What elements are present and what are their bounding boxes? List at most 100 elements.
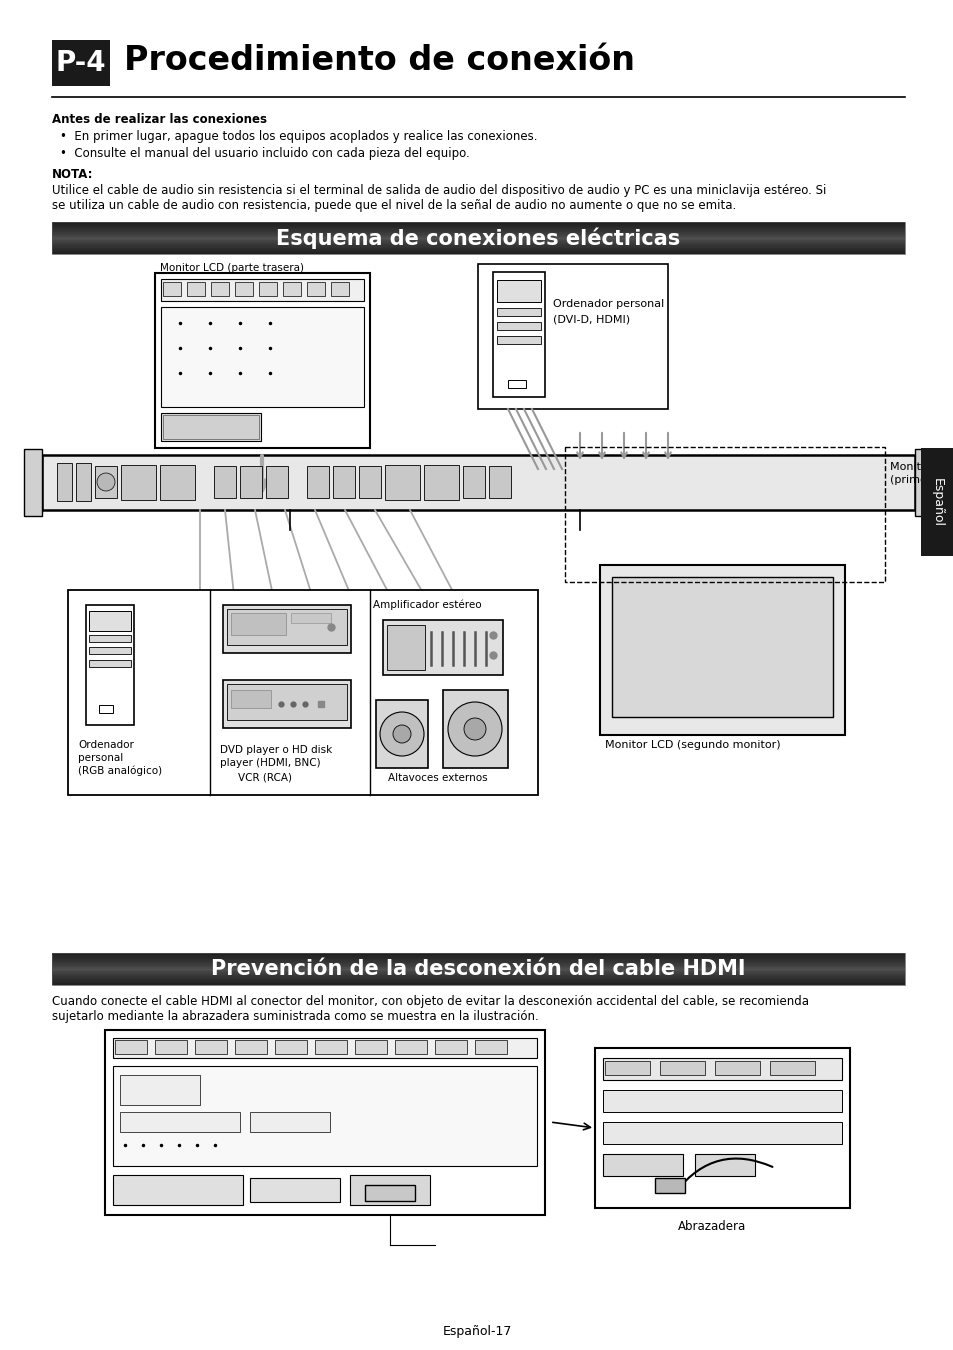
Bar <box>914 450 932 516</box>
Bar <box>160 464 194 500</box>
Bar <box>163 414 258 439</box>
Bar <box>769 1061 814 1075</box>
Bar <box>602 1154 682 1176</box>
Bar <box>76 463 91 501</box>
Bar <box>112 1174 243 1206</box>
Text: NOTA:: NOTA: <box>52 167 93 181</box>
Text: Amplificador estéreo: Amplificador estéreo <box>373 599 481 610</box>
Text: Prevención de la desconexión del cable HDMI: Prevención de la desconexión del cable H… <box>211 958 745 979</box>
Bar <box>602 1058 841 1080</box>
Bar <box>234 1040 267 1054</box>
Text: Cuando conecte el cable HDMI al conector del monitor, con objeto de evitar la de: Cuando conecte el cable HDMI al conector… <box>52 995 808 1008</box>
Bar <box>161 413 261 441</box>
Bar <box>604 1061 649 1075</box>
Bar <box>602 1089 841 1112</box>
Bar <box>89 647 131 653</box>
Bar <box>95 466 117 498</box>
Bar <box>333 466 355 498</box>
Bar <box>99 705 112 713</box>
Bar <box>387 625 424 670</box>
Bar <box>115 1040 147 1054</box>
Bar <box>154 273 370 448</box>
Bar <box>714 1061 760 1075</box>
Bar <box>395 1040 427 1054</box>
Bar <box>489 466 511 498</box>
Bar <box>599 566 844 734</box>
Text: VCR (RCA): VCR (RCA) <box>237 774 292 783</box>
Bar <box>435 1040 467 1054</box>
Bar <box>307 466 329 498</box>
Text: Español: Español <box>929 478 943 526</box>
Bar <box>154 1040 187 1054</box>
Bar <box>350 1174 430 1206</box>
Circle shape <box>463 718 485 740</box>
Bar <box>920 448 953 556</box>
Bar <box>462 466 484 498</box>
Text: •  Consulte el manual del usuario incluido con cada pieza del equipo.: • Consulte el manual del usuario incluid… <box>60 147 469 161</box>
Circle shape <box>379 711 423 756</box>
Bar <box>442 690 507 768</box>
Bar <box>595 1048 849 1208</box>
Bar <box>258 282 276 296</box>
Bar <box>57 463 71 501</box>
Circle shape <box>97 472 115 491</box>
Text: Altavoces externos: Altavoces externos <box>388 774 487 783</box>
Bar <box>105 1030 544 1215</box>
Bar <box>213 466 235 498</box>
Text: Procedimiento de conexión: Procedimiento de conexión <box>124 45 635 77</box>
Bar <box>497 323 540 329</box>
Circle shape <box>448 702 501 756</box>
Bar <box>52 40 110 86</box>
Bar <box>307 282 325 296</box>
Bar <box>655 1179 684 1193</box>
Bar <box>52 953 904 985</box>
Text: Utilice el cable de audio sin resistencia si el terminal de salida de audio del : Utilice el cable de audio sin resistenci… <box>52 184 825 197</box>
Bar <box>120 1112 240 1133</box>
Text: player (HDMI, BNC): player (HDMI, BNC) <box>220 757 320 768</box>
Text: Abrazadera: Abrazadera <box>678 1220 745 1233</box>
Bar <box>112 1038 537 1058</box>
Text: (DVI-D, HDMI): (DVI-D, HDMI) <box>553 315 630 324</box>
Bar <box>375 701 428 768</box>
Bar <box>187 282 205 296</box>
Bar <box>382 620 502 675</box>
Bar <box>121 464 156 500</box>
Bar <box>89 634 131 643</box>
Bar <box>68 590 537 795</box>
Text: Ordenador personal: Ordenador personal <box>553 298 663 309</box>
Bar <box>385 464 419 500</box>
Bar <box>89 612 131 630</box>
Bar <box>227 684 347 720</box>
Bar <box>612 576 832 717</box>
Bar <box>250 1179 339 1202</box>
Text: Español-17: Español-17 <box>442 1324 511 1338</box>
Bar <box>42 455 914 510</box>
Bar <box>365 1185 415 1202</box>
Bar <box>231 613 286 634</box>
Text: sujetarlo mediante la abrazadera suministrada como se muestra en la ilustración.: sujetarlo mediante la abrazadera suminis… <box>52 1010 538 1023</box>
Text: Ordenador: Ordenador <box>78 740 133 751</box>
Bar <box>314 1040 347 1054</box>
Text: DVD player o HD disk: DVD player o HD disk <box>220 745 332 755</box>
Text: Monitor LCD: Monitor LCD <box>889 462 953 472</box>
Bar <box>52 221 904 254</box>
Bar <box>211 282 229 296</box>
Bar <box>223 680 351 728</box>
Text: Esquema de conexiones eléctricas: Esquema de conexiones eléctricas <box>276 227 679 248</box>
Bar <box>266 466 288 498</box>
Bar <box>231 690 271 707</box>
Bar <box>250 1112 330 1133</box>
Text: P-4: P-4 <box>55 49 106 77</box>
Bar <box>120 1075 200 1106</box>
Bar <box>161 306 364 406</box>
Bar <box>477 265 667 409</box>
Bar <box>223 605 351 653</box>
Bar <box>507 379 525 387</box>
Text: Monitor LCD (segundo monitor): Monitor LCD (segundo monitor) <box>604 740 780 751</box>
Text: (RGB analógico): (RGB analógico) <box>78 765 162 776</box>
Text: •  En primer lugar, apague todos los equipos acoplados y realice las conexiones.: • En primer lugar, apague todos los equi… <box>60 130 537 143</box>
Bar <box>564 447 884 582</box>
Text: Antes de realizar las conexiones: Antes de realizar las conexiones <box>52 113 267 126</box>
FancyArrowPatch shape <box>676 1158 772 1191</box>
Bar <box>24 450 42 516</box>
